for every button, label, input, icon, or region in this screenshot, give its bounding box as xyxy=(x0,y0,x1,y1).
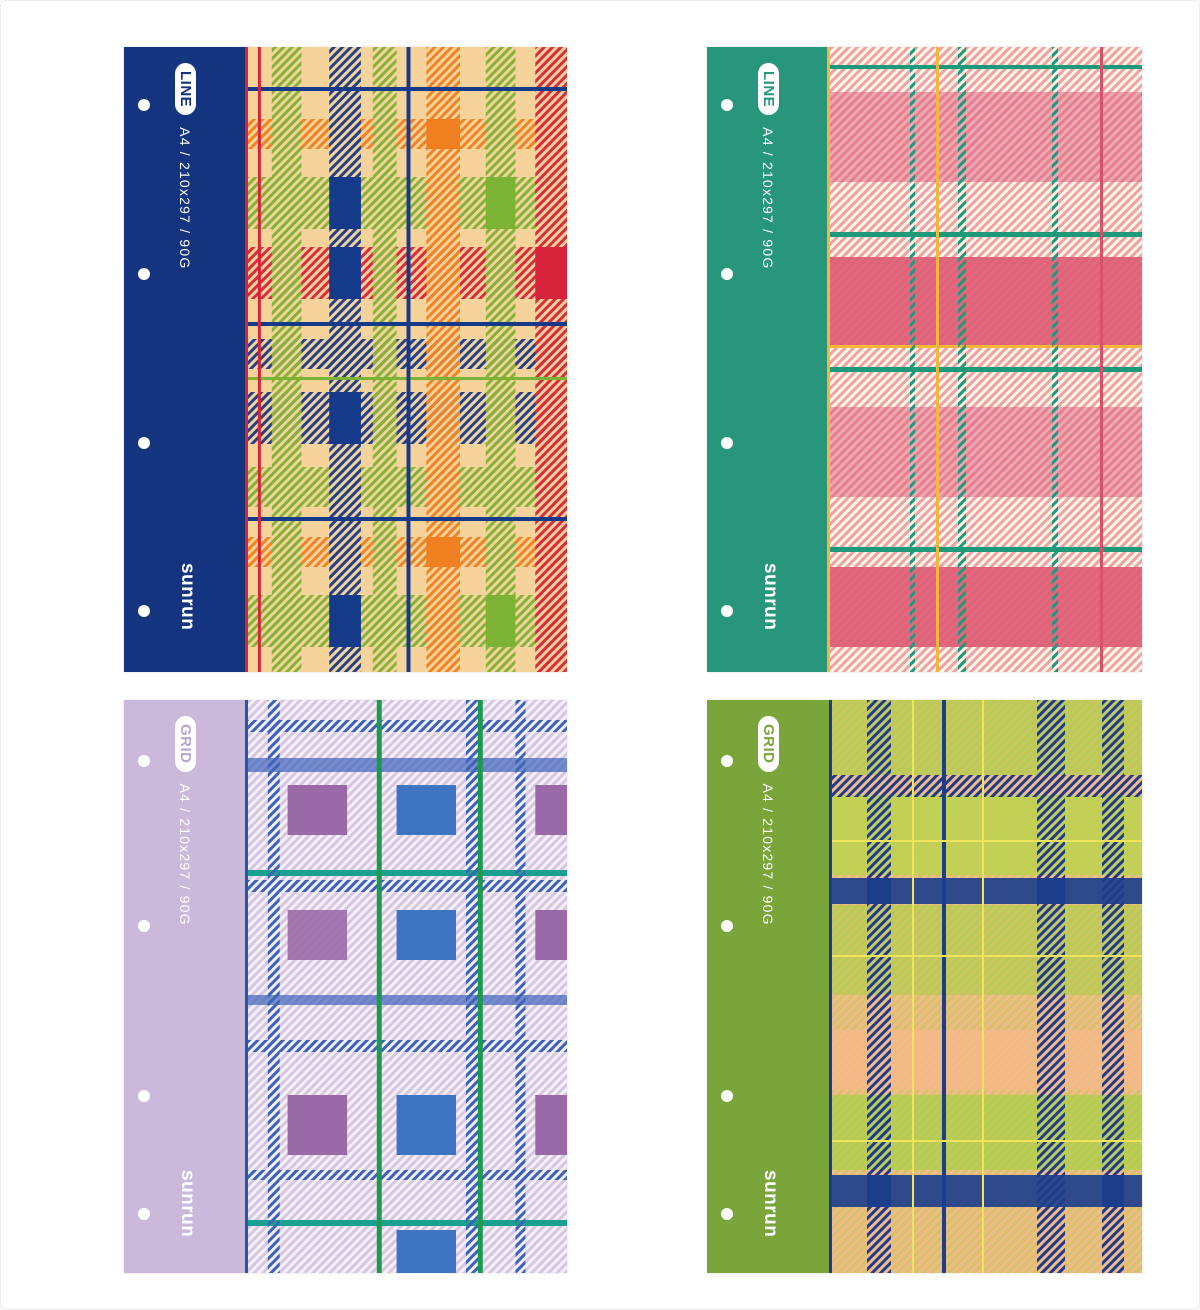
type-tag: GRID xyxy=(175,716,196,772)
spec-text: A4 / 210x297 / 90G xyxy=(760,127,777,270)
binder-hole xyxy=(721,1090,733,1102)
binder-hole xyxy=(721,437,733,449)
binder-hole xyxy=(138,920,150,932)
brand-name: sunrun xyxy=(760,563,781,631)
cover-label: GRID A4 / 210x297 / 90G xyxy=(175,716,196,926)
cover-spine xyxy=(707,700,829,1273)
binder-hole xyxy=(721,920,733,932)
binder-hole xyxy=(138,437,150,449)
brand-name: sunrun xyxy=(760,1170,781,1238)
binder-hole xyxy=(721,755,733,767)
plaid-pattern xyxy=(245,47,567,672)
brand-name: sunrun xyxy=(177,563,198,631)
type-tag: GRID xyxy=(758,716,779,772)
notebook-cover-line-blue: LINE A4 / 210x297 / 90G sunrun xyxy=(124,47,567,672)
binder-hole xyxy=(138,268,150,280)
cover-label: LINE A4 / 210x297 / 90G xyxy=(758,63,779,269)
cover-spine xyxy=(124,47,248,672)
spec-text: A4 / 210x297 / 90G xyxy=(177,127,194,270)
binder-hole xyxy=(138,755,150,767)
brand-name: sunrun xyxy=(177,1170,198,1238)
notebook-cover-grid-green: GRID A4 / 210x297 / 90G sunrun xyxy=(707,700,1142,1273)
type-tag: LINE xyxy=(758,63,779,116)
binder-hole xyxy=(138,605,150,617)
cover-spine xyxy=(707,47,827,672)
cover-label: LINE A4 / 210x297 / 90G xyxy=(175,63,196,269)
binder-hole xyxy=(138,1090,150,1102)
notebook-cover-line-green: LINE A4 / 210x297 / 90G sunrun xyxy=(707,47,1142,672)
spec-text: A4 / 210x297 / 90G xyxy=(760,783,777,926)
binder-hole xyxy=(721,605,733,617)
cover-label: GRID A4 / 210x297 / 90G xyxy=(758,716,779,926)
plaid-pattern xyxy=(829,700,1142,1273)
cover-spine xyxy=(124,700,248,1273)
notebook-cover-grid-lavender: GRID A4 / 210x297 / 90G sunrun xyxy=(124,700,567,1273)
plaid-pattern xyxy=(245,700,567,1273)
binder-hole xyxy=(721,268,733,280)
binder-hole xyxy=(721,99,733,111)
binder-hole xyxy=(138,99,150,111)
spec-text: A4 / 210x297 / 90G xyxy=(177,783,194,926)
type-tag: LINE xyxy=(175,63,196,116)
binder-hole xyxy=(138,1208,150,1220)
binder-hole xyxy=(721,1208,733,1220)
plaid-pattern xyxy=(827,47,1142,672)
